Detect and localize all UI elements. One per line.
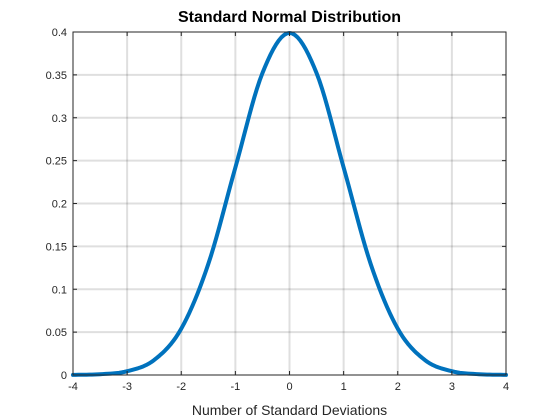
x-tick-label: -3 bbox=[122, 381, 132, 393]
y-tick-label: 0.25 bbox=[46, 156, 67, 168]
y-tick-label: 0.2 bbox=[52, 199, 67, 211]
grid bbox=[73, 32, 506, 375]
y-tick-label: 0.05 bbox=[46, 327, 67, 339]
y-tick-label: 0.4 bbox=[52, 27, 67, 39]
x-tick-label: -2 bbox=[176, 381, 186, 393]
x-axis-label: Number of Standard Deviations bbox=[192, 402, 387, 418]
y-tick-label: 0.15 bbox=[46, 241, 67, 253]
x-tick-label: -1 bbox=[230, 381, 240, 393]
x-tick-label: 3 bbox=[449, 381, 455, 393]
y-tick-label: 0.3 bbox=[52, 113, 67, 125]
y-tick-label: 0 bbox=[61, 370, 67, 382]
x-tick-label: -4 bbox=[68, 381, 78, 393]
chart-title: Standard Normal Distribution bbox=[178, 9, 401, 26]
x-tick-label: 4 bbox=[503, 381, 509, 393]
y-tick-label: 0.1 bbox=[52, 284, 67, 296]
ticks bbox=[72, 31, 507, 376]
y-tick-labels: 0 0.05 0.1 0.15 0.2 0.25 0.3 0.35 0.4 bbox=[46, 27, 67, 382]
x-tick-labels: -4 -3 -2 -1 0 1 2 3 4 bbox=[68, 381, 509, 393]
x-tick-label: 2 bbox=[395, 381, 401, 393]
axes-background bbox=[73, 32, 506, 375]
y-tick-label: 0.35 bbox=[46, 70, 67, 82]
x-tick-label: 0 bbox=[286, 381, 292, 393]
x-tick-label: 1 bbox=[341, 381, 347, 393]
